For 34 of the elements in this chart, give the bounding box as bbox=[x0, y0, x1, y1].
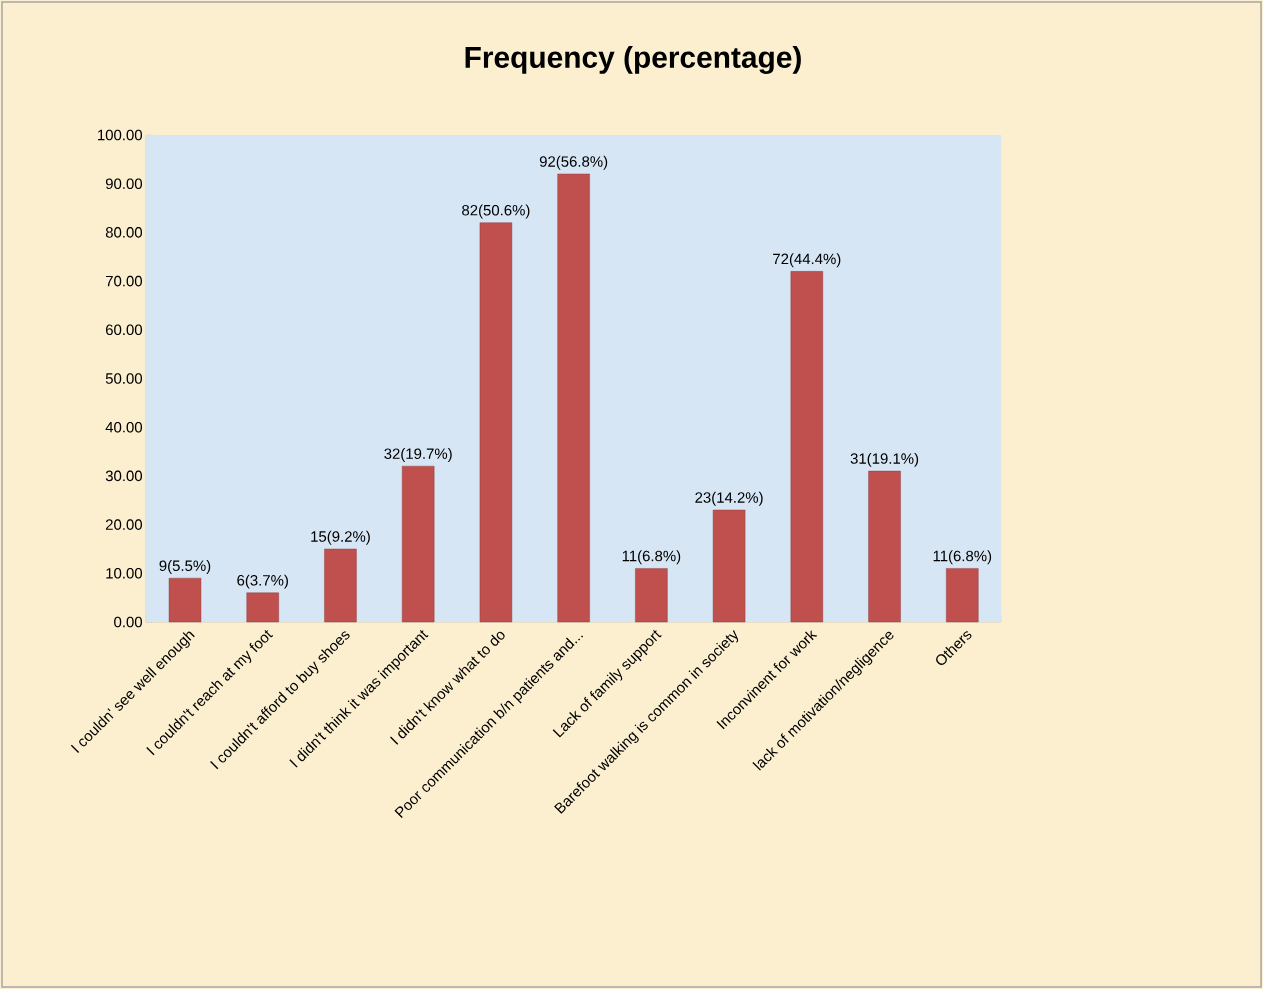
data-label: 31(19.1%) bbox=[850, 452, 919, 467]
y-tick-label: 70.00 bbox=[105, 275, 143, 287]
bar bbox=[168, 577, 202, 623]
y-tick-label: 90.00 bbox=[105, 178, 143, 189]
data-label: 6(3.7%) bbox=[237, 574, 288, 589]
bar bbox=[868, 470, 901, 623]
bar bbox=[635, 568, 668, 623]
data-label: 82(50.6%) bbox=[462, 204, 530, 219]
data-label: 72(44.4%) bbox=[773, 253, 841, 268]
bar bbox=[712, 509, 746, 623]
y-tick-label: 60.00 bbox=[105, 324, 143, 336]
data-label: 11(6.8%) bbox=[933, 550, 992, 565]
data-label: 32(19.7%) bbox=[384, 448, 452, 462]
bar bbox=[246, 592, 279, 623]
y-tick-label: 10.00 bbox=[106, 568, 143, 579]
y-tick-label: 40.00 bbox=[105, 421, 143, 433]
bar bbox=[557, 173, 590, 623]
bar bbox=[479, 222, 513, 623]
data-label: 9(5.5%) bbox=[159, 560, 211, 574]
data-label: 15(9.2%) bbox=[311, 530, 370, 545]
bar bbox=[401, 465, 435, 623]
y-tick-label: 50.00 bbox=[105, 373, 143, 384]
data-label: 11(6.8%) bbox=[622, 550, 681, 565]
chart-title: Frequency (percentage) bbox=[465, 45, 801, 74]
bar bbox=[790, 271, 824, 623]
y-tick-label: 80.00 bbox=[105, 227, 143, 238]
y-tick-label: 30.00 bbox=[105, 470, 143, 482]
data-label: 92(56.8%) bbox=[539, 155, 608, 170]
y-tick-label: 100.00 bbox=[98, 129, 143, 141]
bar bbox=[946, 568, 979, 623]
bar bbox=[324, 548, 357, 623]
data-label: 23(14.2%) bbox=[695, 491, 763, 506]
y-tick-label: 20.00 bbox=[105, 519, 143, 530]
y-tick-label: 0.00 bbox=[114, 616, 143, 628]
